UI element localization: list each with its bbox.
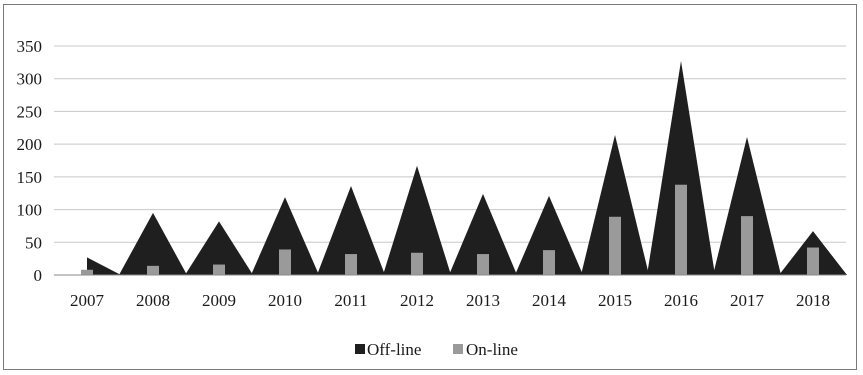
x-tick-label: 2018 <box>796 291 830 310</box>
bar-on-line-2009 <box>213 264 225 275</box>
x-tick-label: 2009 <box>202 291 236 310</box>
series-on-line <box>81 184 819 275</box>
bar-on-line-2015 <box>609 216 621 275</box>
x-tick-label: 2012 <box>400 291 434 310</box>
x-tick-label: 2017 <box>730 291 765 310</box>
bar-on-line-2008 <box>147 265 159 275</box>
legend-swatch-off-line <box>355 344 365 354</box>
y-tick-label: 150 <box>17 168 43 187</box>
bar-off-line-2012 <box>383 165 451 275</box>
legend-label-off-line: Off-line <box>367 340 421 359</box>
bar-on-line-2010 <box>279 249 291 275</box>
legend: Off-line On-line <box>355 340 518 359</box>
x-tick-label: 2016 <box>664 291 698 310</box>
gridlines <box>54 45 846 243</box>
y-tick-label: 50 <box>25 233 42 252</box>
x-axis: 2007 2008 2009 2010 2011 2012 2013 2014 2015 2016… <box>70 291 830 310</box>
bar-off-line-2010 <box>251 197 319 275</box>
bar-off-line-2016 <box>647 61 715 276</box>
y-tick-label: 250 <box>17 102 43 121</box>
bar-off-line-2011 <box>317 186 385 275</box>
x-tick-label: 2010 <box>268 291 302 310</box>
bar-off-line-2008 <box>119 212 187 275</box>
bar-on-line-2014 <box>543 250 555 275</box>
y-tick-label: 300 <box>17 70 43 89</box>
y-tick-label: 0 <box>34 266 43 285</box>
series-off-line <box>87 61 847 276</box>
legend-swatch-on-line <box>453 344 463 354</box>
bar-off-line-2009 <box>185 221 253 275</box>
bar-off-line-2013 <box>449 193 517 275</box>
bar-off-line-2014 <box>515 195 583 275</box>
bar-on-line-2011 <box>345 254 357 275</box>
bar-on-line-2013 <box>477 254 489 275</box>
y-tick-label: 100 <box>17 201 43 220</box>
bar-on-line-2016 <box>675 184 687 275</box>
x-tick-label: 2015 <box>598 291 632 310</box>
bar-off-line-2007 <box>87 257 121 275</box>
y-tick-label: 200 <box>17 135 43 154</box>
y-axis: 0 50 100 150 200 250 300 350 <box>17 37 43 285</box>
legend-label-on-line: On-line <box>466 340 518 359</box>
bar-on-line-2012 <box>411 252 423 275</box>
x-tick-label: 2008 <box>136 291 170 310</box>
y-tick-label: 350 <box>17 37 43 56</box>
bar-off-line-2017 <box>713 136 781 275</box>
x-tick-label: 2011 <box>334 291 367 310</box>
bar-on-line-2018 <box>807 247 819 275</box>
x-tick-label: 2007 <box>70 291 105 310</box>
chart-frame <box>3 4 857 370</box>
bar-on-line-2017 <box>741 216 753 275</box>
x-tick-label: 2014 <box>532 291 567 310</box>
bar-off-line-2015 <box>581 134 649 275</box>
bar-on-line-2007 <box>81 269 93 275</box>
x-tick-label: 2013 <box>466 291 500 310</box>
